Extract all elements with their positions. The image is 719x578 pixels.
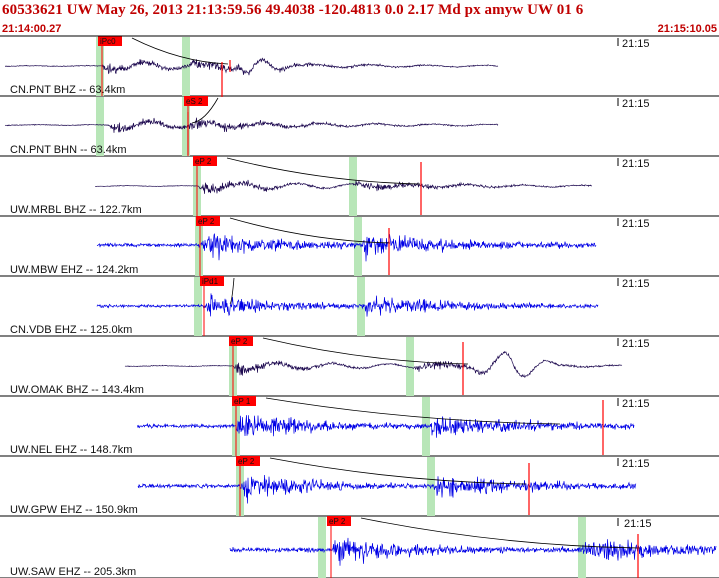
phase-pick-flag xyxy=(98,36,122,46)
station-label: CN.VDB EHZ -- 125.0km xyxy=(10,324,132,336)
phase-pick-label: eS 2 xyxy=(186,97,203,106)
coda-decay-curve xyxy=(265,397,561,425)
pick-window-band xyxy=(354,217,362,276)
coda-decay-curve xyxy=(229,277,235,305)
coda-decay-curve xyxy=(226,157,421,185)
phase-pick-label: eP 2 xyxy=(329,517,346,526)
pick-window-band xyxy=(96,37,104,96)
station-label: UW.MBW EHZ -- 124.2km xyxy=(10,264,138,276)
station-label: UW.GPW EHZ -- 150.9km xyxy=(10,504,138,516)
coda-decay-curve xyxy=(269,457,527,485)
phase-pick-flag xyxy=(196,216,220,226)
pick-window-band xyxy=(349,157,357,216)
coda-decay-curve xyxy=(131,37,229,65)
phase-pick-label: eP 2 xyxy=(198,217,215,226)
phase-pick-flag xyxy=(232,396,256,406)
phase-pick-flag xyxy=(229,336,253,346)
phase-pick-label: eP 2 xyxy=(231,337,248,346)
seismogram-trace xyxy=(137,415,635,438)
minute-tick-label: 21:15 xyxy=(624,518,652,530)
station-label: UW.MRBL BHZ -- 122.7km xyxy=(10,204,142,216)
minute-tick-label: 21:15 xyxy=(622,278,650,290)
station-label: UW.SAW EHZ -- 205.3km xyxy=(10,566,136,578)
coda-decay-curve xyxy=(191,97,219,124)
pick-window-band xyxy=(357,277,365,336)
event-header: 60533621 UW May 26, 2013 21:13:59.56 49.… xyxy=(2,2,584,18)
coda-decay-curve xyxy=(360,517,641,549)
pick-window-band xyxy=(578,517,586,578)
minute-tick-label: 21:15 xyxy=(622,398,650,410)
station-label: CN.PNT BHN -- 63.4km xyxy=(10,144,127,156)
seismogram-trace xyxy=(96,293,599,317)
pick-window-band xyxy=(318,517,326,578)
phase-pick-label: eP 2 xyxy=(195,157,212,166)
seismogram-trace xyxy=(95,179,592,194)
phase-pick-flag xyxy=(193,156,217,166)
station-label: CN.PNT BHZ -- 63.4km xyxy=(10,84,125,96)
seismogram-trace xyxy=(96,233,597,262)
seismogram-trace xyxy=(124,350,623,378)
phase-pick-flag xyxy=(200,276,224,286)
pick-window-band xyxy=(96,97,104,156)
pick-window-band xyxy=(182,97,190,156)
minute-tick-label: 21:15 xyxy=(622,98,650,110)
phase-pick-label: eP 1 xyxy=(234,397,251,406)
window-start-time: 21:14:00.27 xyxy=(2,23,62,35)
window-end-time: 21:15:10.05 xyxy=(657,23,717,35)
minute-tick-label: 21:15 xyxy=(622,218,650,230)
minute-tick-label: 21:15 xyxy=(622,458,650,470)
minute-tick-label: 21:15 xyxy=(622,338,650,350)
coda-decay-curve xyxy=(262,337,469,365)
phase-pick-flag xyxy=(184,96,208,106)
seismogram-trace xyxy=(137,474,637,504)
minute-tick-label: 21:15 xyxy=(622,38,650,50)
pick-window-band xyxy=(406,337,414,396)
phase-pick-label: eP 2 xyxy=(238,457,255,466)
station-label: UW.OMAK BHZ -- 143.4km xyxy=(10,384,144,396)
seismogram-trace xyxy=(5,57,499,76)
station-label: UW.NEL EHZ -- 148.7km xyxy=(10,444,132,456)
phase-pick-label: iPd1 xyxy=(202,277,219,286)
seismogram-trace xyxy=(4,117,499,133)
minute-tick-label: 21:15 xyxy=(622,158,650,170)
coda-decay-curve xyxy=(229,217,391,244)
phase-pick-label: iPc0 xyxy=(100,37,116,46)
seismogram-trace xyxy=(229,537,717,566)
phase-pick-flag xyxy=(327,516,351,526)
phase-pick-flag xyxy=(236,456,260,466)
